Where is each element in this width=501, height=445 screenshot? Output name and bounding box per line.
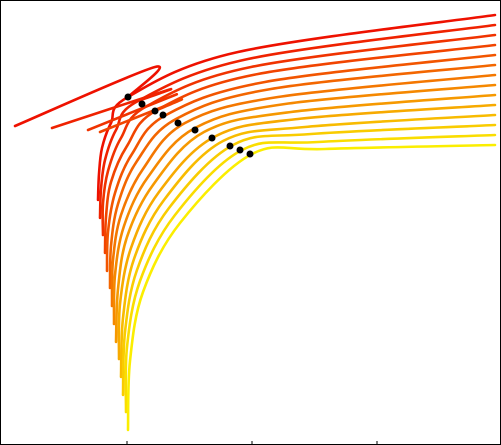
point [151, 107, 159, 115]
curve [124, 133, 497, 414]
point [208, 134, 216, 142]
point [226, 142, 234, 150]
point [174, 119, 182, 127]
curve [103, 43, 497, 255]
curve [105, 53, 497, 273]
point [159, 111, 167, 119]
curve [98, 23, 497, 220]
curve [112, 83, 497, 326]
curve [50, 87, 173, 130]
curve [86, 92, 179, 132]
point [138, 100, 146, 108]
curve [13, 65, 162, 128]
point [246, 150, 254, 158]
curve [117, 103, 497, 361]
curve [121, 123, 497, 397]
point [124, 93, 132, 101]
curve [110, 73, 497, 308]
point [236, 146, 244, 154]
point [191, 126, 199, 134]
curve [119, 113, 497, 379]
curve [126, 143, 497, 432]
curve [114, 93, 497, 344]
curve [108, 63, 497, 290]
